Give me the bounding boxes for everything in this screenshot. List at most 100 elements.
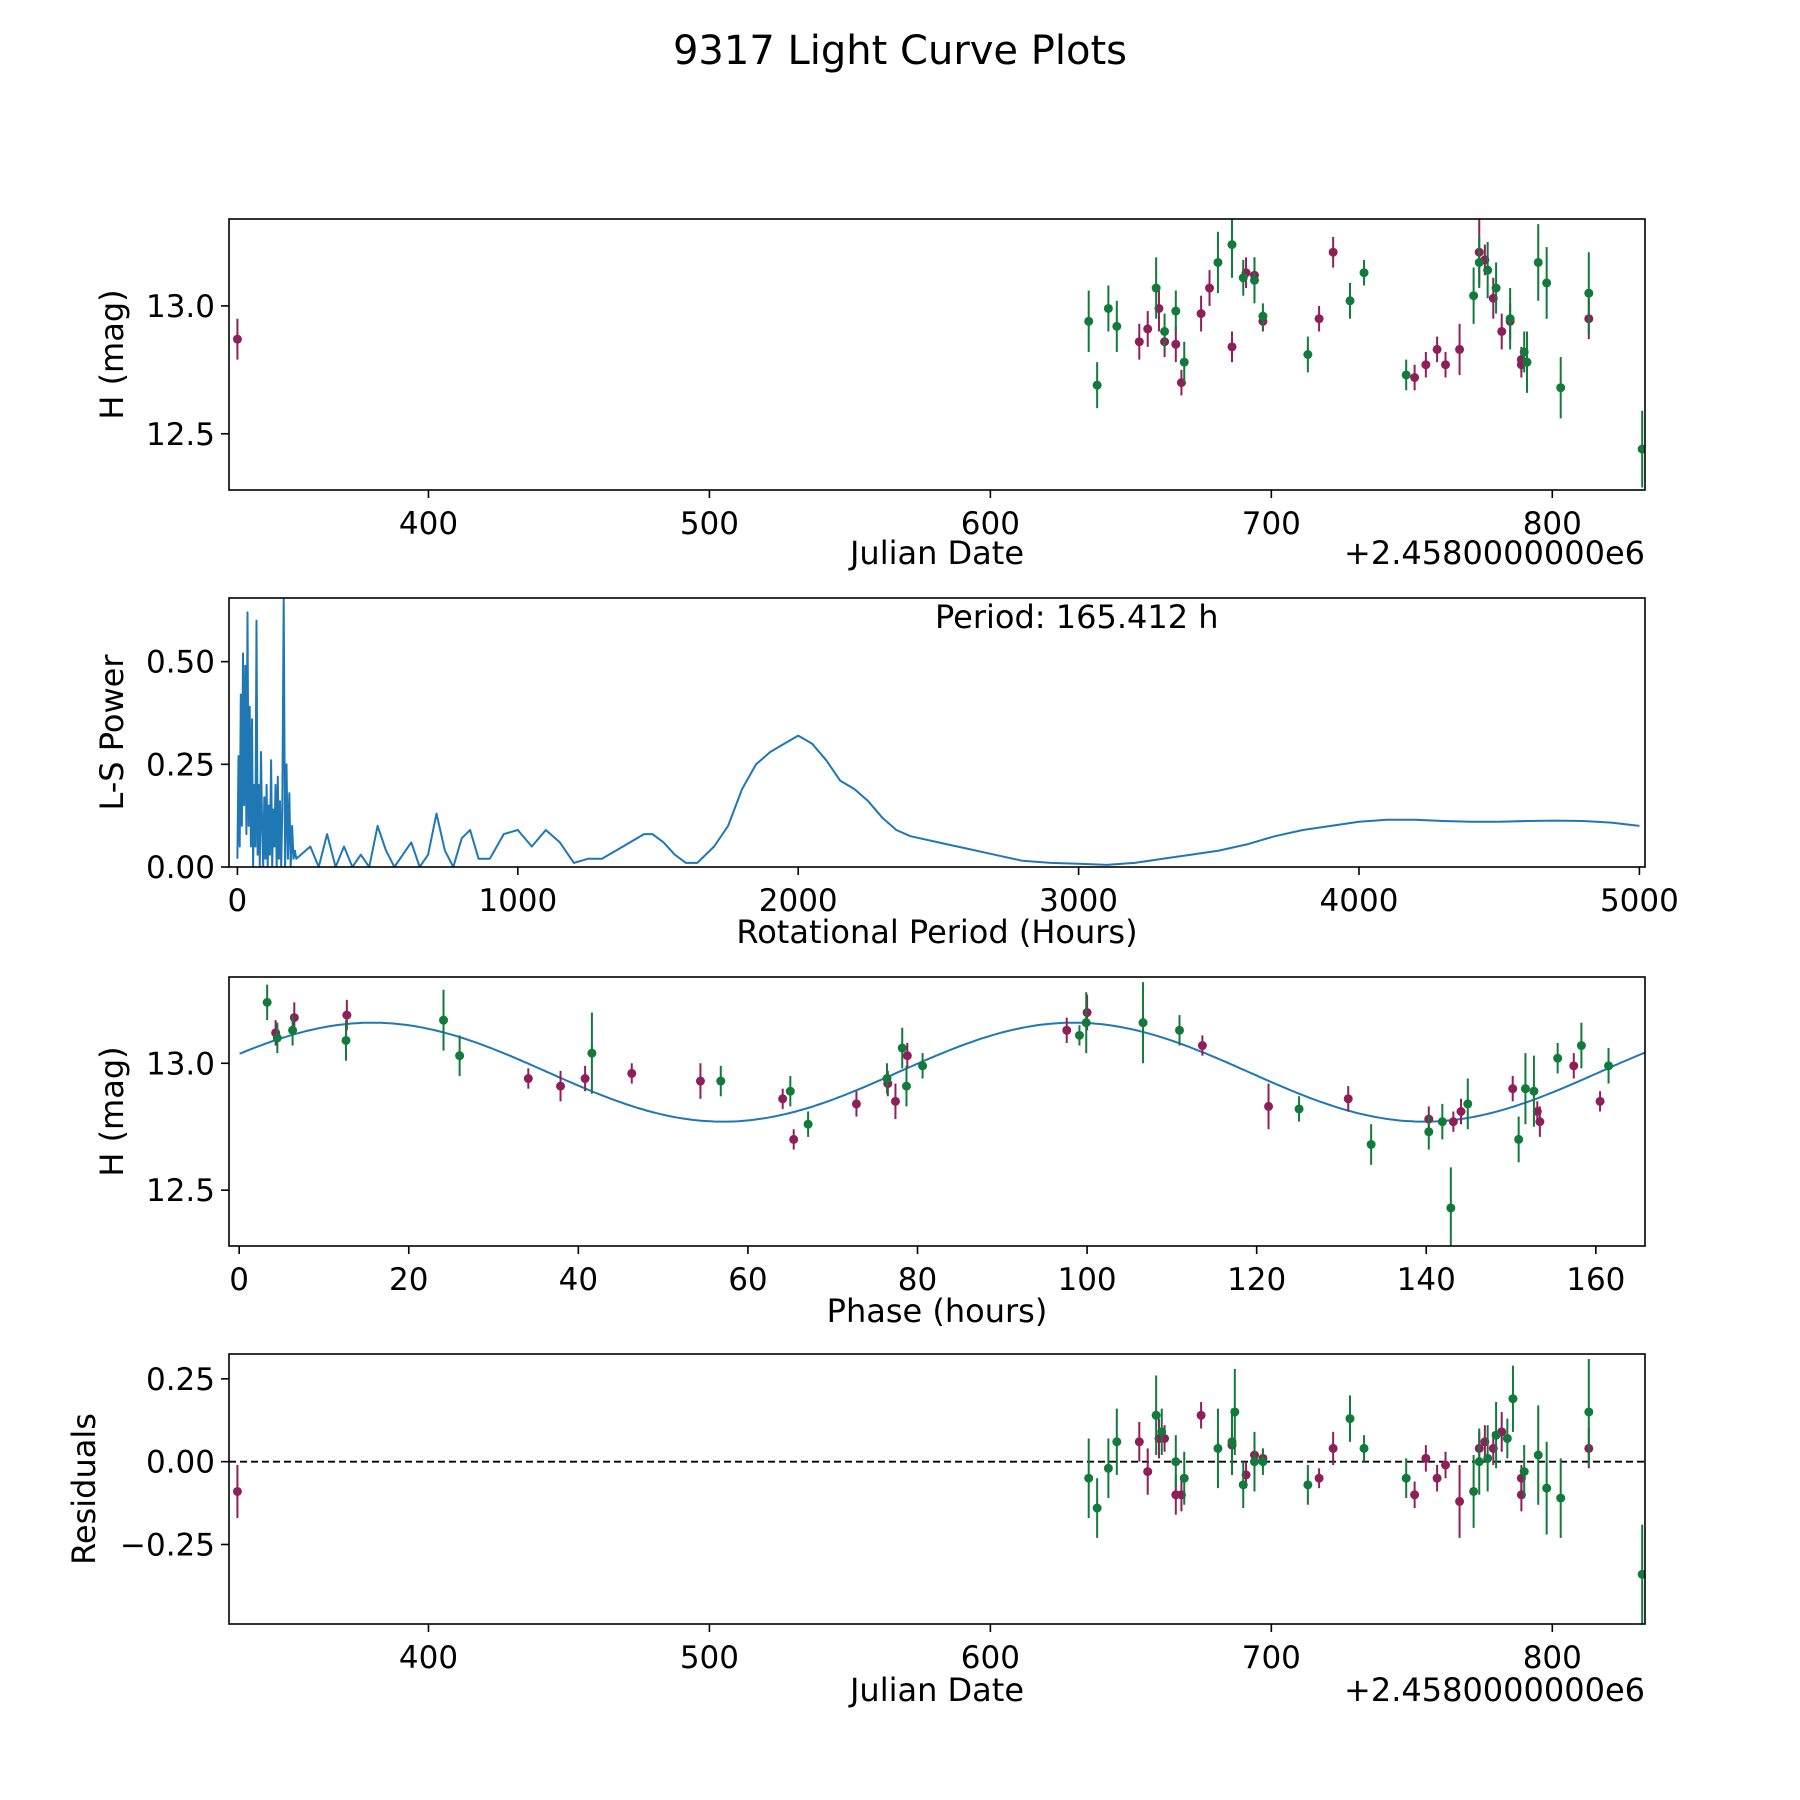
magenta-point <box>1410 373 1420 383</box>
green-point <box>1502 1433 1512 1443</box>
green-point <box>1401 1473 1411 1483</box>
plot-area <box>239 982 1645 1246</box>
magenta-point <box>1328 247 1338 257</box>
green-point <box>785 1086 795 1096</box>
green-point <box>1238 1480 1248 1490</box>
x-tick-label: 160 <box>1566 1262 1625 1298</box>
magenta-point <box>1143 324 1153 334</box>
green-point <box>341 1035 351 1045</box>
green-point <box>1112 321 1122 331</box>
green-point <box>1258 311 1268 321</box>
magenta-point <box>1328 1443 1338 1453</box>
green-point <box>1103 1463 1113 1473</box>
green-point <box>587 1048 597 1058</box>
green-point <box>288 1025 298 1035</box>
green-point <box>1103 303 1113 313</box>
green-point <box>1345 1414 1355 1424</box>
magenta-point <box>1062 1025 1072 1035</box>
magenta-point <box>902 1051 912 1061</box>
green-point <box>1213 1443 1223 1453</box>
green-point <box>803 1119 813 1129</box>
green-point <box>1084 316 1094 326</box>
y-tick-label: 0.00 <box>146 1445 215 1481</box>
x-tick-label: 400 <box>399 506 458 542</box>
green-point <box>1074 1030 1084 1040</box>
green-point <box>1520 1084 1530 1094</box>
green-point <box>1533 257 1543 267</box>
green-point <box>1463 1099 1473 1109</box>
x-tick-label: 20 <box>389 1262 428 1298</box>
x-tick-label: 4000 <box>1320 883 1399 919</box>
y-tick-label: 13.0 <box>146 289 215 325</box>
magenta-point <box>1134 337 1144 347</box>
green-point <box>1491 283 1501 293</box>
x-axis-label: Rotational Period (Hours) <box>736 913 1137 951</box>
x-tick-label: 500 <box>680 506 739 542</box>
y-tick-label: −0.25 <box>120 1527 215 1563</box>
magenta-point <box>851 1099 861 1109</box>
magenta-point <box>1535 1117 1545 1127</box>
plot-area <box>229 1358 1645 1624</box>
magenta-point <box>342 1010 352 1020</box>
magenta-point <box>1497 326 1507 336</box>
magenta-point <box>1197 1041 1207 1051</box>
green-point <box>1519 1467 1529 1477</box>
green-point <box>1157 1427 1167 1437</box>
x-offset-label: +2.4580000000e6 <box>1344 534 1645 572</box>
green-point <box>1151 1410 1161 1420</box>
green-point <box>1084 1473 1094 1483</box>
magenta-point <box>1134 1437 1144 1447</box>
green-point <box>1401 370 1411 380</box>
x-axis-label: Julian Date <box>848 1671 1024 1709</box>
x-tick-label: 500 <box>680 1640 739 1676</box>
green-point <box>918 1061 928 1071</box>
y-tick-label: 12.5 <box>146 1173 215 1209</box>
magenta-point <box>890 1096 900 1106</box>
green-point <box>1249 1457 1259 1467</box>
green-point <box>1112 1437 1122 1447</box>
green-point <box>1366 1139 1376 1149</box>
green-point <box>1446 1203 1456 1213</box>
x-axis-label: Phase (hours) <box>827 1292 1048 1330</box>
green-point <box>1553 1053 1563 1063</box>
panel-lightcurve: 400 500 600 700 800 12.5 13.0 Julian Date H (mag… <box>93 218 1646 572</box>
model-curve <box>239 1021 1645 1123</box>
magenta-point <box>1171 339 1181 349</box>
magenta-point <box>580 1074 590 1084</box>
green-point <box>897 1043 907 1053</box>
x-tick-label: 5000 <box>1600 883 1679 919</box>
green-point <box>262 997 272 1007</box>
green-point <box>272 1033 282 1043</box>
green-point <box>1345 296 1355 306</box>
green-point <box>1542 278 1552 288</box>
x-tick-label: 700 <box>1242 1640 1301 1676</box>
green-point <box>1175 1025 1185 1035</box>
magenta-point <box>627 1068 637 1078</box>
green-point <box>1303 350 1313 359</box>
green-point <box>1529 1086 1539 1096</box>
magenta-point <box>1595 1096 1605 1106</box>
green-point <box>1171 1457 1181 1467</box>
x-tick-label: 100 <box>1057 1262 1116 1298</box>
green-point <box>1474 1457 1484 1467</box>
x-tick-label: 0 <box>229 1262 249 1298</box>
plot-area <box>232 219 1645 488</box>
magenta-point <box>1343 1094 1353 1104</box>
x-tick-label: 600 <box>961 506 1020 542</box>
magenta-point <box>1421 360 1431 370</box>
green-point <box>1179 357 1189 367</box>
green-point <box>882 1074 892 1084</box>
x-axis-label: Julian Date <box>848 534 1024 572</box>
y-axis-label: L-S Power <box>93 654 131 811</box>
green-point <box>901 1081 911 1091</box>
green-point <box>1491 1430 1501 1440</box>
green-point <box>1483 265 1493 275</box>
magenta-point <box>523 1074 533 1084</box>
green-point <box>1637 444 1645 454</box>
magenta-point <box>289 1013 299 1023</box>
green-point <box>1138 1018 1148 1028</box>
magenta-point <box>1421 1453 1431 1463</box>
green-point <box>1424 1127 1434 1137</box>
x-tick-label: 2000 <box>759 883 838 919</box>
